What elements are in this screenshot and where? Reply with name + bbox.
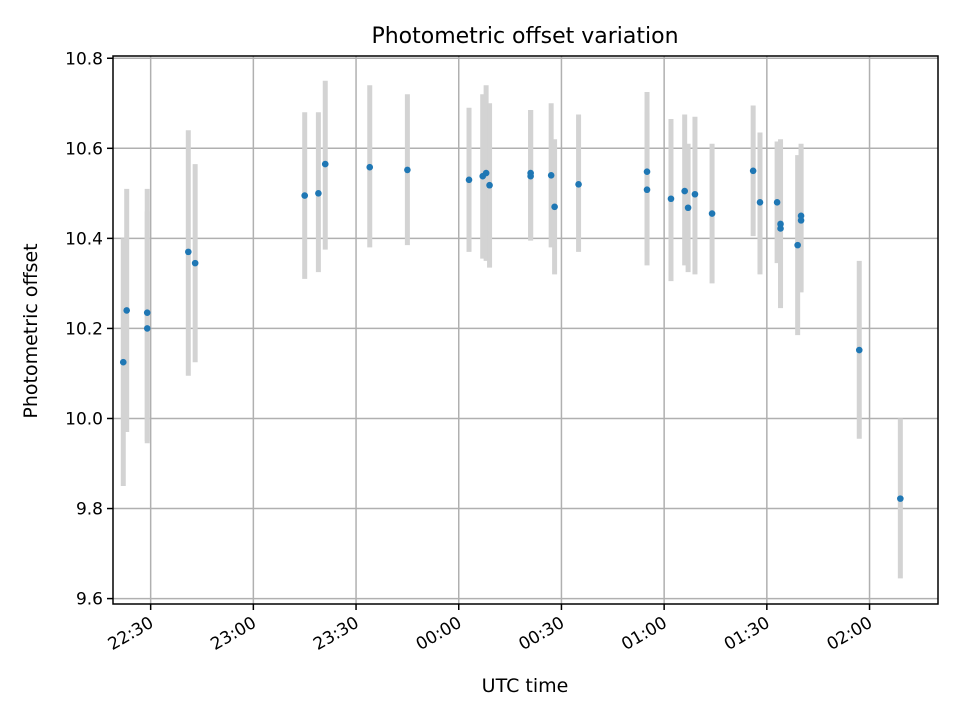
data-point: [547, 172, 555, 179]
data-point: [773, 199, 781, 206]
y-tick-label: 10.2: [65, 319, 103, 339]
data-point: [119, 358, 127, 366]
data-point: [797, 217, 805, 224]
data-point: [855, 346, 863, 354]
y-tick-label: 10.6: [65, 139, 103, 159]
x-tick-label: 00:30: [516, 613, 568, 655]
data-point: [527, 169, 534, 177]
data-point: [366, 163, 374, 171]
data-point: [667, 195, 675, 203]
y-tick-label: 10.0: [65, 409, 103, 429]
data-point: [691, 190, 699, 198]
data-point: [749, 167, 757, 175]
data-point: [301, 192, 309, 199]
data-points: [119, 160, 904, 502]
data-point: [756, 199, 764, 206]
x-tick-label: 00:00: [413, 613, 465, 655]
data-point: [643, 186, 651, 194]
data-point: [897, 495, 904, 502]
data-point: [794, 241, 801, 249]
x-axis-ticks: 22:30 23:00 23:30 00:00 00:30 01:00 01:30 02:00: [105, 604, 876, 655]
y-tick-label: 10.8: [65, 49, 103, 69]
error-bars: [120, 80, 903, 579]
data-point: [404, 166, 411, 174]
data-point: [708, 210, 716, 217]
x-tick-label: 01:30: [721, 613, 773, 655]
data-point: [185, 248, 192, 256]
y-tick-label: 9.8: [76, 500, 103, 520]
x-tick-label: 02:00: [824, 613, 876, 655]
x-tick-label: 01:00: [618, 613, 670, 655]
plot-frame: [112, 55, 939, 605]
data-point: [575, 181, 582, 188]
data-point: [191, 259, 199, 267]
x-tick-label: 23:30: [310, 613, 362, 655]
y-axis-label: Photometric offset: [20, 243, 42, 418]
data-point: [465, 176, 473, 184]
y-tick-label: 10.4: [65, 229, 103, 249]
data-point: [321, 160, 329, 168]
x-tick-label: 23:00: [207, 613, 259, 655]
grid-lines: [113, 56, 938, 604]
data-point: [551, 203, 558, 211]
chart-title: Photometric offset variation: [371, 24, 678, 49]
data-point: [681, 187, 688, 195]
data-point: [315, 190, 322, 197]
y-tick-label: 9.6: [76, 590, 103, 610]
data-point: [143, 325, 151, 332]
data-point: [643, 168, 651, 176]
data-point: [123, 307, 130, 314]
y-axis-ticks: 9.6 9.8 10.0 10.2 10.4 10.6 10.8: [65, 49, 113, 610]
data-point: [486, 181, 493, 189]
x-axis-label: UTC time: [482, 675, 569, 697]
data-point: [777, 220, 784, 228]
data-point: [684, 204, 692, 212]
data-point: [482, 169, 490, 177]
data-point: [143, 309, 151, 316]
x-tick-label: 22:30: [105, 613, 157, 655]
